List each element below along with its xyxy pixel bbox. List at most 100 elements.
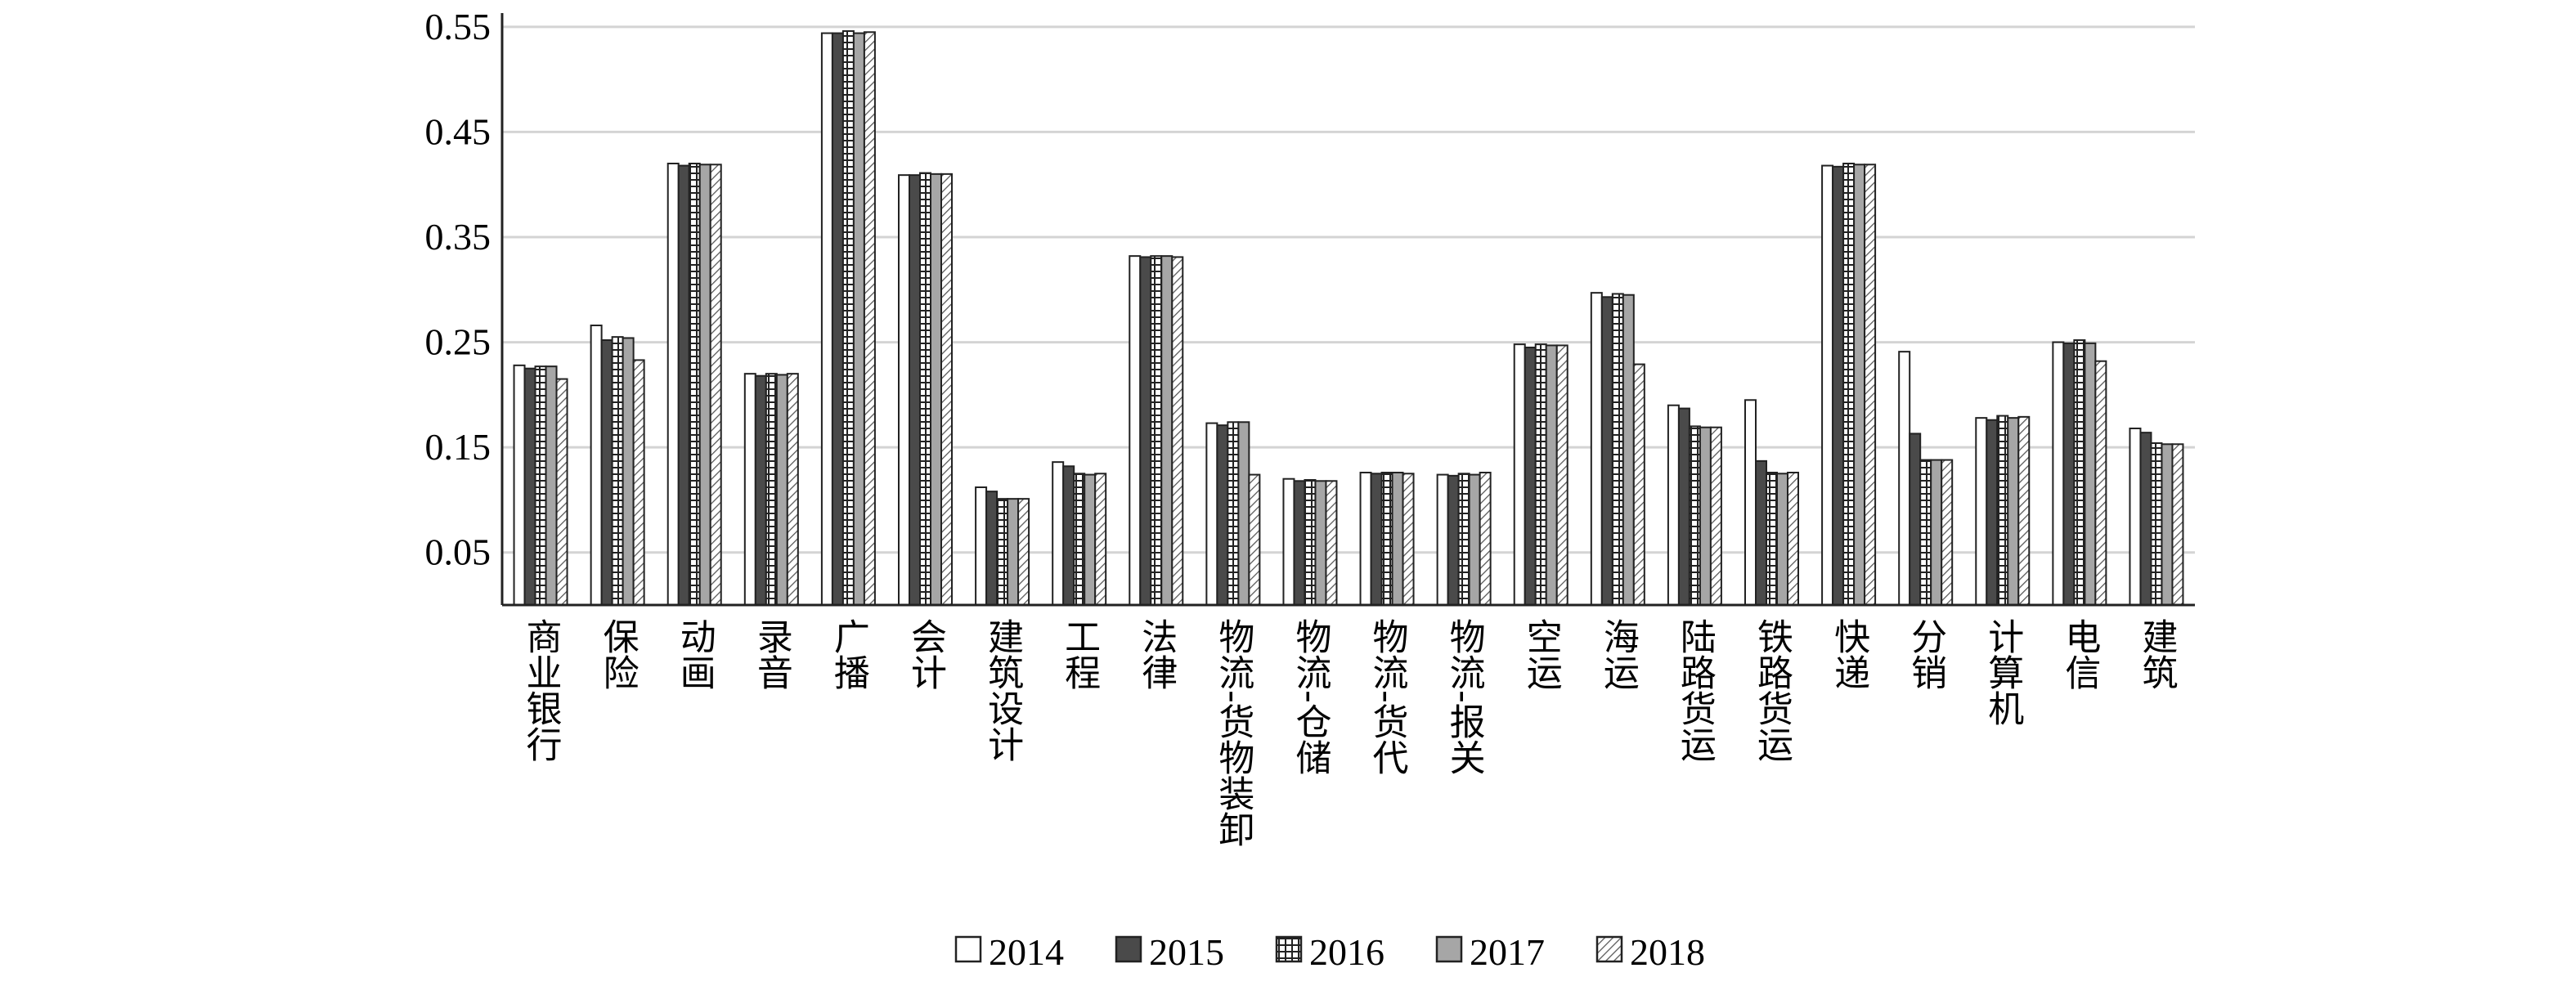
y-tick-labels: 0.05 0.15 0.25 0.35 0.45 0.55	[425, 6, 491, 573]
bar-2015-8	[1139, 256, 1152, 606]
bar-2018-2	[709, 164, 722, 607]
bar-2018-5	[940, 173, 953, 607]
bar-2018-0	[555, 378, 568, 606]
bar-2014-13	[1513, 343, 1526, 606]
bar-2018-1	[632, 359, 645, 606]
axes	[500, 13, 2195, 607]
bar-2017-1	[622, 337, 635, 606]
category-label: 动画	[674, 618, 716, 690]
category-label: 电信	[2058, 618, 2100, 690]
bar-2015-6	[985, 491, 999, 607]
category-label: 工程	[1058, 618, 1100, 690]
bar-2015-17	[1832, 165, 1845, 607]
bar-2016-6	[996, 498, 1009, 607]
bar-2015-21	[2139, 432, 2152, 607]
bar-2016-14	[1611, 293, 1624, 606]
bar-2014-17	[1821, 164, 1834, 607]
bar-2014-3	[743, 373, 756, 606]
bar-2014-10	[1282, 477, 1295, 607]
bar-2016-3	[765, 373, 778, 606]
bar-2014-15	[1667, 404, 1680, 607]
y-tick-label: 0.25	[425, 321, 491, 363]
bar-2016-1	[611, 336, 624, 606]
bar-2016-19	[1996, 415, 2009, 607]
bar-2015-4	[831, 32, 844, 607]
bar-2017-20	[2084, 342, 2097, 606]
bar-2018-11	[1402, 473, 1415, 606]
category-label: 保险	[597, 618, 639, 690]
category-label: 商业银行	[520, 618, 562, 762]
bar-2018-8	[1171, 256, 1184, 606]
bar-2016-18	[1919, 459, 1932, 606]
bar-2016-16	[1766, 472, 1778, 606]
bar-2018-21	[2171, 443, 2184, 606]
category-label: 物流-货物装卸	[1212, 618, 1254, 847]
bar-2017-21	[2161, 443, 2174, 606]
bar-2018-9	[1248, 473, 1261, 606]
legend-swatch-2016	[1275, 935, 1303, 963]
bar-2015-10	[1293, 480, 1306, 606]
category-label: 分销	[1905, 618, 1946, 690]
bar-2014-18	[1898, 351, 1911, 606]
category-label: 法律	[1135, 618, 1177, 690]
bar-2018-18	[1941, 459, 1954, 606]
bar-2018-10	[1325, 480, 1338, 606]
bar-2014-21	[2129, 428, 2142, 606]
bar-2018-3	[786, 373, 799, 606]
legend-label-2015: 2015	[1149, 931, 1224, 973]
bar-2014-20	[2052, 341, 2065, 606]
bar-2017-3	[775, 374, 788, 606]
bar-2015-20	[2062, 342, 2076, 606]
bar-2014-6	[975, 486, 988, 606]
bar-2018-13	[1555, 344, 1568, 606]
bar-2016-8	[1150, 255, 1163, 606]
bar-2017-2	[698, 164, 711, 607]
bar-2018-20	[2094, 360, 2107, 606]
bar-2015-15	[1677, 407, 1690, 607]
category-label: 录音	[751, 618, 792, 690]
legend-label-2018: 2018	[1630, 931, 1705, 973]
bar-2016-10	[1304, 479, 1317, 606]
bar-2017-10	[1314, 480, 1327, 606]
bar-2014-14	[1590, 292, 1603, 606]
bar-2015-13	[1524, 347, 1537, 606]
bar-2014-2	[666, 163, 680, 606]
bar-2016-13	[1534, 343, 1547, 606]
bar-2018-4	[863, 31, 876, 607]
bar-2014-9	[1205, 422, 1218, 606]
bar-2017-5	[930, 173, 942, 607]
legend-label-2016: 2016	[1309, 931, 1384, 973]
bar-2016-17	[1842, 163, 1856, 606]
bar-2016-2	[688, 163, 701, 606]
category-label: 物流-仓储	[1289, 618, 1331, 775]
bar-2014-1	[590, 325, 603, 606]
bar-2015-14	[1600, 296, 1613, 606]
legend: 2014 2015 2016 2017 2018	[954, 931, 1705, 973]
bar-2017-19	[2007, 417, 2020, 606]
bar-2015-7	[1062, 465, 1075, 606]
bar-2015-1	[600, 339, 613, 606]
category-labels: 商业银行 保险 动画 录音 广播 会计 建筑设计 工程 法律 物流-货物装卸 物流-仓储 物流-货代物…	[520, 618, 2178, 847]
bar-2015-18	[1909, 433, 1922, 607]
bar-2016-20	[2073, 339, 2086, 606]
legend-swatch-2018	[1595, 935, 1623, 963]
bar-2018-7	[1094, 473, 1107, 606]
category-label: 陆路货运	[1674, 618, 1716, 762]
bar-2015-2	[677, 164, 690, 607]
category-label: 广播	[828, 618, 869, 690]
legend-swatch-2014	[954, 935, 982, 963]
bar-2015-19	[1986, 419, 1999, 607]
category-label: 建筑设计	[981, 618, 1023, 762]
bar-2018-19	[2017, 415, 2031, 606]
bar-2015-12	[1447, 474, 1460, 606]
bar-2018-16	[1787, 472, 1799, 606]
bar-2016-11	[1380, 472, 1393, 606]
bar-2017-15	[1699, 426, 1712, 607]
bar-2018-17	[1864, 164, 1877, 607]
y-tick-label: 0.35	[425, 216, 491, 258]
legend-label-2014: 2014	[989, 931, 1064, 973]
bar-2015-16	[1755, 459, 1767, 606]
category-label: 快递	[1828, 618, 1869, 690]
bar-2017-13	[1545, 344, 1558, 606]
category-label: 物流-报关	[1443, 618, 1485, 775]
